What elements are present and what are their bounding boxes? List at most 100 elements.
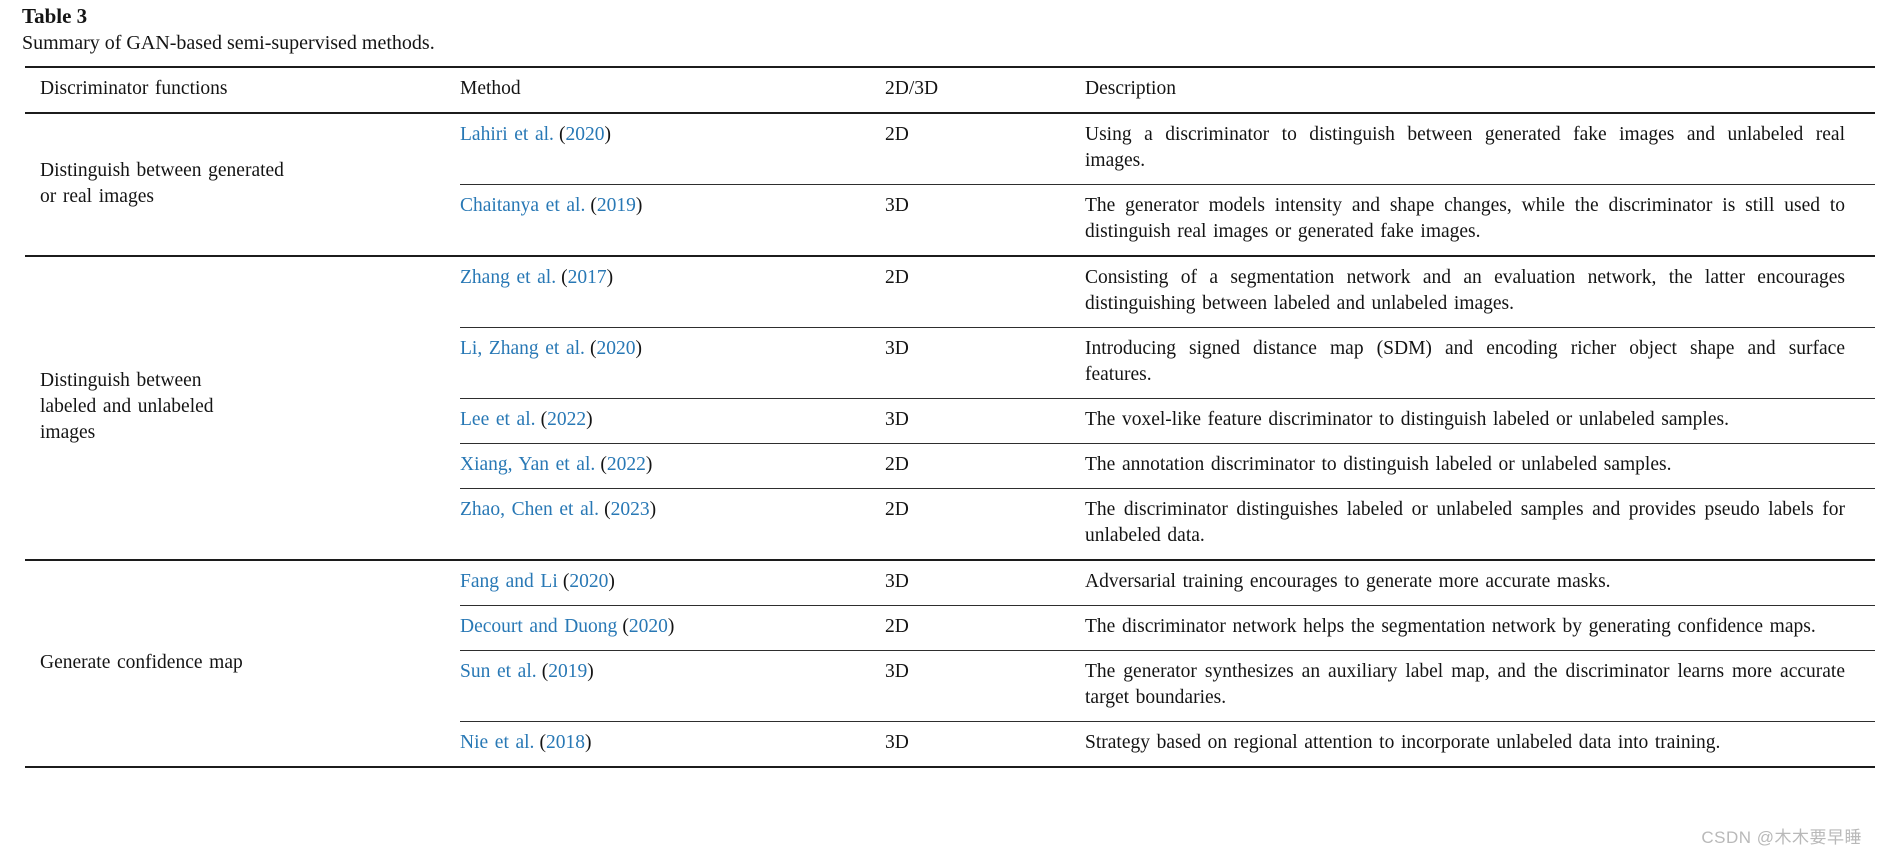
paren-close: ) xyxy=(649,499,657,520)
paren-open: ( xyxy=(540,409,548,430)
paren-close: ) xyxy=(585,732,592,753)
table-label: Table 3 xyxy=(22,4,88,28)
dimension-cell: 3D xyxy=(885,327,1085,399)
header-row: Discriminator functions Method 2D/3D Des… xyxy=(25,67,1875,114)
paren-close: ) xyxy=(604,124,612,145)
gan-methods-table: Discriminator functions Method 2D/3D Des… xyxy=(25,66,1875,768)
description-cell: Using a discriminator to distinguish bet… xyxy=(1085,124,1845,171)
paren-open: ( xyxy=(559,124,566,145)
citation-link[interactable]: Nie et al. xyxy=(460,732,535,753)
paren-open: ( xyxy=(590,195,597,216)
description-cell: The generator models intensity and shape… xyxy=(1085,184,1875,256)
table-row: Zhao, Chen et al. (2023) 2D The discrimin… xyxy=(25,488,1875,560)
table-row: Chaitanya et al. (2019) 3D The generator … xyxy=(25,184,1875,256)
table-row: Sun et al. (2019) 3D The generator synthe… xyxy=(25,650,1875,722)
citation-link[interactable]: Zhang et al. xyxy=(460,267,557,288)
header-2d3d: 2D/3D xyxy=(885,67,1085,114)
method-cell: Lahiri et al. (2020) xyxy=(460,113,885,185)
paren-close: ) xyxy=(667,616,675,637)
paren-close: ) xyxy=(645,454,653,475)
method-cell: Li, Zhang et al. (2020) xyxy=(460,327,885,399)
citation-link[interactable]: Chaitanya et al. xyxy=(460,195,586,216)
paper-page: { "page": { "table_label": "Table 3", "c… xyxy=(0,4,1900,861)
paren-open: ( xyxy=(561,267,568,288)
table-row: Xiang, Yan et al. (2022) 2D The annotatio… xyxy=(25,443,1875,489)
paren-close: ) xyxy=(635,195,643,216)
discriminator-function-label: Generate confidence map xyxy=(40,651,243,673)
paren-close: ) xyxy=(608,571,615,592)
method-cell: Zhang et al. (2017) xyxy=(460,255,885,328)
dimension-cell: 2D xyxy=(885,605,1085,651)
header-discriminator-functions: Discriminator functions xyxy=(25,67,460,114)
description-cell: The discriminator network helps the segm… xyxy=(1085,605,1875,651)
description-cell: The generator synthesizes an auxiliary l… xyxy=(1085,650,1875,722)
paren-open: ( xyxy=(539,732,547,753)
table-row: Decourt and Duong (2020) 2D The discrimin… xyxy=(25,605,1875,651)
dimension-cell: 3D xyxy=(885,650,1085,722)
discriminator-function-label: Distinguish between labeled and unlabele… xyxy=(40,370,214,443)
citation-link[interactable]: Decourt and Duong xyxy=(460,616,618,637)
citation-year-link[interactable]: 2017 xyxy=(567,267,607,288)
citation-year-link[interactable]: 2020 xyxy=(628,616,668,637)
description-cell: The annotation discriminator to distingu… xyxy=(1085,443,1875,489)
header-method: Method xyxy=(460,67,885,114)
method-cell: Nie et al. (2018) xyxy=(460,721,885,767)
method-cell: Xiang, Yan et al. (2022) xyxy=(460,443,885,489)
description-cell: The voxel-like feature discriminator to … xyxy=(1085,398,1875,444)
citation-link[interactable]: Lahiri et al. xyxy=(460,124,554,145)
dimension-cell: 2D xyxy=(885,488,1085,560)
citation-link[interactable]: Lee et al. xyxy=(460,409,536,430)
table-row: Li, Zhang et al. (2020) 3D Introducing si… xyxy=(25,327,1875,399)
citation-year-link[interactable]: 2022 xyxy=(547,409,587,430)
table-row: Distinguish between generated or real im… xyxy=(25,113,1875,207)
table-row: Distinguish between labeled and unlabele… xyxy=(25,255,1875,560)
dimension-cell: 2D xyxy=(885,443,1085,489)
method-cell: Decourt and Duong (2020) xyxy=(460,605,885,651)
paren-open: ( xyxy=(562,571,570,592)
dimension-cell: 2D xyxy=(885,255,1085,328)
citation-link[interactable]: Sun et al. xyxy=(460,661,537,682)
dimension-cell: 3D xyxy=(885,559,1085,606)
citation-link[interactable]: Xiang, Yan et al. xyxy=(460,454,596,475)
method-cell: Chaitanya et al. (2019) xyxy=(460,184,885,256)
citation-year-link[interactable]: 2022 xyxy=(606,454,646,475)
paren-open: ( xyxy=(622,616,629,637)
paren-close: ) xyxy=(606,267,614,288)
description-cell: Strategy based on regional attention to … xyxy=(1085,721,1875,767)
table-caption: Summary of GAN-based semi-supervised met… xyxy=(22,32,435,54)
paren-close: ) xyxy=(586,409,593,430)
dimension-cell: 3D xyxy=(885,184,1085,256)
table-row: Lee et al. (2022) 3D The voxel-like featu… xyxy=(25,398,1875,444)
table-row: Generate confidence map Fang and Li (2020… xyxy=(25,559,1875,767)
paren-open: ( xyxy=(604,499,611,520)
discriminator-function-label: Distinguish between generated or real im… xyxy=(40,159,284,207)
paren-close: ) xyxy=(635,338,643,359)
method-cell: Fang and Li (2020) xyxy=(460,559,885,606)
dimension-cell: 2D xyxy=(885,124,909,145)
citation-year-link[interactable]: 2020 xyxy=(596,338,636,359)
citation-year-link[interactable]: 2020 xyxy=(569,571,609,592)
citation-year-link[interactable]: 2020 xyxy=(565,124,605,145)
csdn-watermark: CSDN @木木要早睡 xyxy=(1701,828,1862,847)
group-cell-generated-vs-real: Distinguish between generated or real im… xyxy=(25,113,460,256)
citation-link[interactable]: Zhao, Chen et al. xyxy=(460,499,600,520)
paren-close: ) xyxy=(587,661,594,682)
dimension-cell: 3D xyxy=(885,398,1085,444)
group-cell-labeled-vs-unlabeled: Distinguish between labeled and unlabele… xyxy=(25,255,460,560)
paren-open: ( xyxy=(590,338,597,359)
method-cell: Lee et al. (2022) xyxy=(460,398,885,444)
paren-open: ( xyxy=(600,454,607,475)
description-cell: The discriminator distinguishes labeled … xyxy=(1085,488,1875,560)
description-cell: Consisting of a segmentation network and… xyxy=(1085,255,1875,328)
group-cell-confidence-map: Generate confidence map xyxy=(25,559,460,767)
description-cell: Introducing signed distance map (SDM) an… xyxy=(1085,327,1875,399)
citation-link[interactable]: Fang and Li xyxy=(460,571,558,592)
citation-year-link[interactable]: 2019 xyxy=(548,661,588,682)
citation-year-link[interactable]: 2018 xyxy=(546,732,585,753)
citation-link[interactable]: Li, Zhang et al. xyxy=(460,338,585,359)
dimension-cell: 3D xyxy=(885,721,1085,767)
method-cell: Sun et al. (2019) xyxy=(460,650,885,722)
description-cell: Adversarial training encourages to gener… xyxy=(1085,559,1875,606)
citation-year-link[interactable]: 2019 xyxy=(596,195,636,216)
citation-year-link[interactable]: 2023 xyxy=(610,499,650,520)
